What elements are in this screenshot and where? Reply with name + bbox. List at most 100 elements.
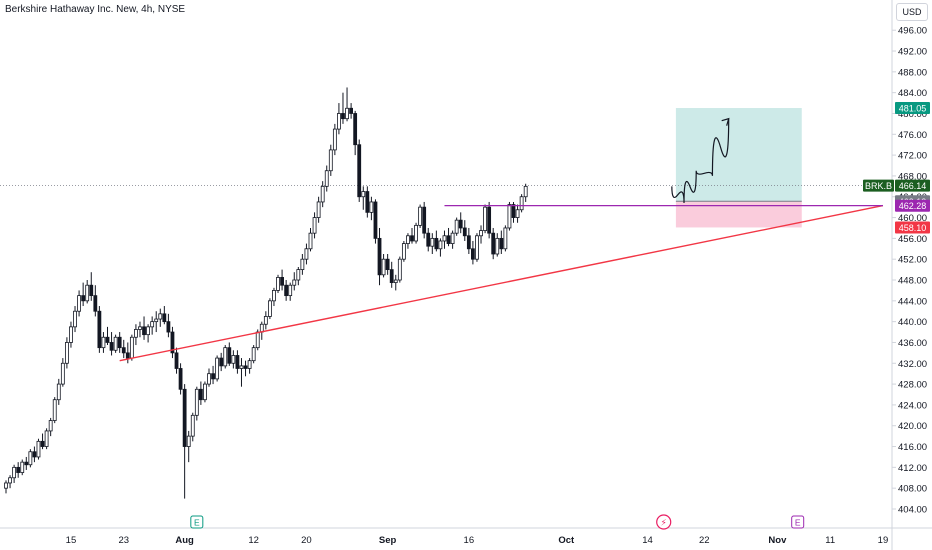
candle (442, 235, 447, 242)
candle (211, 373, 215, 380)
price-tick-label: 416.00 (898, 442, 927, 453)
candle (4, 482, 8, 489)
earnings-icon (190, 515, 204, 529)
price-tick-label: 452.00 (898, 255, 927, 266)
candle (239, 365, 244, 369)
time-tick-label: 12 (248, 535, 259, 546)
candle (154, 318, 159, 323)
candle (466, 235, 471, 250)
candle (304, 248, 309, 260)
dividend-icon-glyph: ⚡ (661, 519, 667, 529)
time-tick-label: 14 (642, 535, 653, 546)
candle (369, 201, 374, 213)
price-tick-label: 408.00 (898, 484, 927, 495)
candle (207, 373, 211, 385)
candle (28, 451, 33, 466)
candle (280, 277, 284, 286)
time-tick-label: 11 (825, 535, 835, 546)
candle (182, 388, 187, 447)
candle (73, 310, 77, 328)
candle (349, 107, 354, 114)
candle (231, 355, 236, 364)
price-tick-label: 440.00 (898, 317, 927, 328)
price-label-target-text: 481.05 (899, 104, 927, 114)
symbol-label (863, 179, 894, 192)
candle (397, 258, 402, 281)
candle (316, 201, 321, 218)
candle (125, 352, 130, 359)
candle (150, 321, 155, 328)
candle (190, 414, 195, 437)
candle (515, 209, 520, 218)
candle (40, 440, 45, 447)
price-tick-label: 404.00 (898, 504, 927, 515)
candle (401, 243, 406, 260)
candle (170, 331, 175, 354)
candle (162, 313, 167, 323)
symbol-title: Berkshire Hathaway Inc. New, 4h, NYSE (5, 4, 186, 15)
candle (263, 316, 268, 325)
candle (345, 107, 349, 120)
candle (288, 284, 293, 297)
price-label-stop (895, 221, 930, 234)
candle (24, 461, 29, 466)
candle (105, 336, 110, 343)
currency-button[interactable]: USD (896, 3, 928, 21)
price-tick-label: 436.00 (898, 338, 927, 349)
candle (507, 204, 512, 229)
time-tick-label: Nov (768, 535, 787, 546)
price-label-resistance-text: 462.28 (899, 201, 927, 211)
price-tick-label: 496.00 (898, 26, 927, 37)
candle (186, 435, 191, 447)
candle (227, 347, 232, 364)
candle (134, 329, 138, 338)
candle (418, 206, 423, 226)
price-tick-label: 480.00 (898, 109, 927, 120)
candle (97, 310, 102, 349)
price-tick-label: 412.00 (898, 463, 927, 474)
candle (337, 113, 341, 130)
candle (470, 248, 475, 260)
candle (393, 279, 398, 284)
candle (215, 357, 220, 380)
candle (93, 295, 98, 312)
time-tick-label: 16 (464, 535, 475, 546)
price-tick-label: 492.00 (898, 47, 927, 58)
candle (312, 217, 317, 234)
candle (389, 269, 394, 284)
candle (320, 185, 325, 203)
candle (406, 235, 410, 244)
price-label-last (895, 179, 930, 192)
candle (101, 336, 106, 349)
candle (20, 461, 25, 473)
time-tick-label: 15 (66, 535, 77, 546)
candle (69, 326, 73, 343)
candle (296, 269, 301, 281)
candle (365, 191, 370, 213)
candle (138, 326, 142, 330)
time-tick-label: 23 (118, 535, 129, 546)
price-tick-label: 472.00 (898, 151, 927, 162)
projection-arrowhead (721, 117, 730, 126)
candle (357, 144, 362, 198)
candle (247, 360, 252, 369)
candle (121, 347, 126, 354)
candle (12, 466, 17, 479)
candle (284, 284, 289, 297)
candle (109, 342, 114, 351)
candle (48, 420, 53, 432)
candle (300, 258, 305, 271)
candle (434, 237, 439, 250)
time-tick-label: 19 (878, 535, 889, 546)
candle (422, 206, 427, 234)
candle (203, 383, 207, 401)
price-tick-label: 484.00 (898, 88, 927, 99)
candle (44, 430, 49, 447)
candle (483, 206, 487, 231)
candle (16, 466, 21, 473)
symbol-label-text: BRK.B (865, 181, 892, 191)
price-tick-label: 444.00 (898, 296, 927, 307)
candle (487, 206, 492, 234)
candle (475, 235, 479, 260)
